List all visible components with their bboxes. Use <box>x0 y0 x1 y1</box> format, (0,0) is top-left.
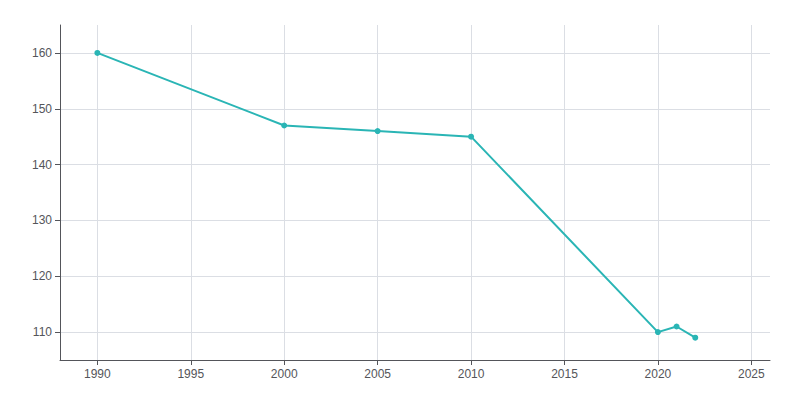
svg-text:2005: 2005 <box>364 367 391 381</box>
svg-text:2020: 2020 <box>645 367 672 381</box>
svg-text:130: 130 <box>32 213 52 227</box>
svg-text:120: 120 <box>32 269 52 283</box>
svg-text:2025: 2025 <box>738 367 765 381</box>
svg-text:1990: 1990 <box>84 367 111 381</box>
svg-text:1995: 1995 <box>177 367 204 381</box>
svg-text:110: 110 <box>33 325 52 339</box>
svg-text:2010: 2010 <box>458 367 485 381</box>
svg-text:2015: 2015 <box>551 367 578 381</box>
svg-text:160: 160 <box>32 46 52 60</box>
svg-text:2000: 2000 <box>271 367 298 381</box>
svg-text:150: 150 <box>32 102 52 116</box>
svg-text:140: 140 <box>32 158 52 172</box>
